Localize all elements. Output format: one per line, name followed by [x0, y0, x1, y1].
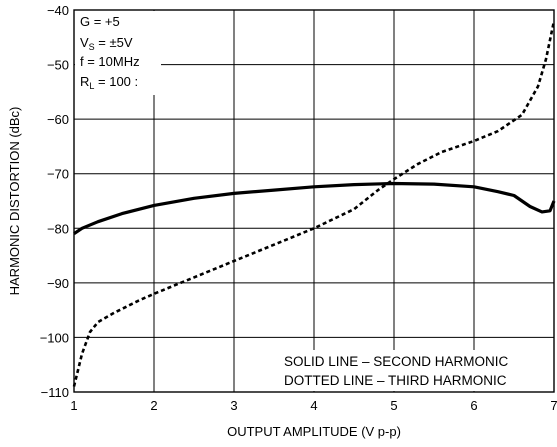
x-tick-label: 5 [390, 398, 397, 413]
y-tick-label: −110 [41, 385, 69, 400]
y-tick-labels: −110 −100 −90 −80 −70 −60 −50 −40 [40, 3, 69, 400]
series-group [72, 20, 556, 387]
y-tick-label: −70 [47, 167, 69, 182]
x-tick-label: 1 [70, 398, 77, 413]
conditions-box [75, 11, 161, 95]
second-harmonic-line [73, 181, 556, 236]
y-tick-label: −80 [47, 221, 69, 236]
x-tick-label: 6 [470, 398, 477, 413]
y-tick-label: −50 [47, 58, 69, 73]
x-tick-labels: 1 2 3 4 5 6 7 [70, 398, 557, 413]
x-tick-label: 2 [150, 398, 157, 413]
supply-main: V [80, 35, 89, 50]
y-axis-title: HARMONIC DISTORTION (dBc) [7, 107, 22, 296]
x-axis-title: OUTPUT AMPLITUDE (V p-p) [227, 424, 401, 439]
legend-solid-label: SOLID LINE – SECOND HARMONIC [284, 354, 509, 369]
load-subscript: L [89, 81, 94, 91]
y-tick-label: −40 [47, 3, 69, 18]
supply-value: = ±5V [95, 35, 133, 50]
y-tick-label: −100 [40, 330, 69, 345]
third-harmonic-line [72, 20, 556, 387]
y-tick-label: −90 [47, 276, 69, 291]
load-main: R [80, 74, 89, 89]
x-tick-label: 4 [310, 398, 317, 413]
frequency-label: f = 10MHz [80, 54, 140, 69]
legend-box [276, 350, 553, 391]
legend-dotted-label: DOTTED LINE – THIRD HARMONIC [284, 373, 507, 388]
load-value: = 100 : [94, 74, 138, 89]
x-tick-label: 3 [230, 398, 237, 413]
load-label: RL = 100 : [80, 74, 138, 91]
gain-label: G = +5 [80, 14, 120, 29]
x-tick-label: 7 [550, 398, 557, 413]
y-tick-label: −60 [47, 112, 69, 127]
supply-label: VS = ±5V [80, 35, 133, 52]
supply-subscript: S [89, 42, 95, 52]
